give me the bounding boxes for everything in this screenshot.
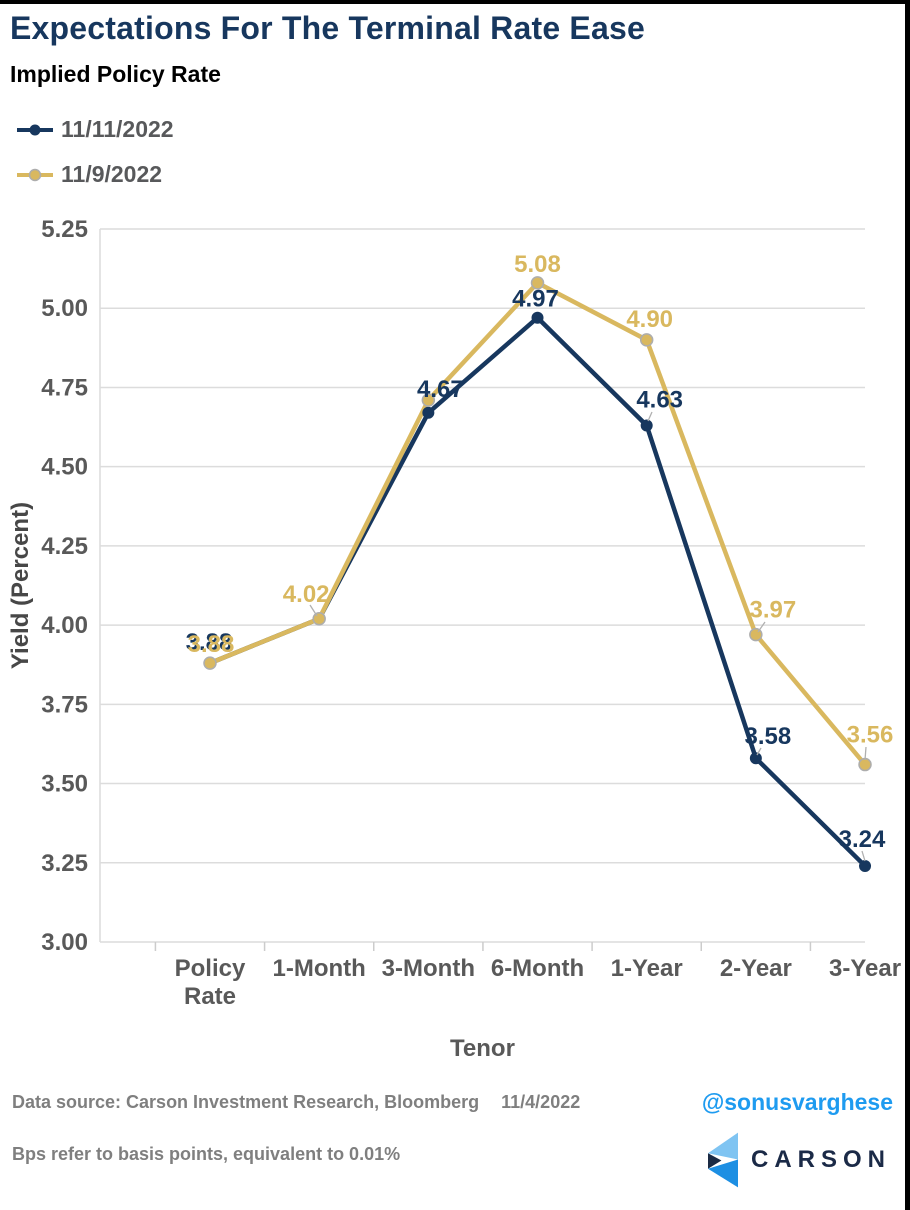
data-source-row: Data source: Carson Investment Research,… (12, 1092, 580, 1113)
legend-item-11-9-2022: 11/9/2022 (16, 161, 162, 188)
y-tick-label: 4.50 (41, 454, 88, 481)
x-category-label: 3-Month (382, 955, 475, 982)
label-leader-line (309, 604, 318, 617)
data-point-label: 5.08 (514, 251, 561, 278)
data-point-label: 4.97 (512, 286, 559, 313)
legend-label: 11/11/2022 (61, 116, 174, 142)
data-point-dot (640, 419, 653, 432)
x-category-label: 3-Year (829, 955, 901, 982)
y-tick-label: 4.00 (41, 612, 88, 639)
carson-logo: CARSON (707, 1132, 891, 1188)
data-source-date: 11/4/2022 (501, 1092, 581, 1112)
label-leader-line (757, 621, 766, 633)
x-category-label: Rate (184, 983, 236, 1010)
label-leader-line (864, 746, 867, 761)
y-tick-label: 3.50 (41, 771, 88, 798)
x-category-label: 6-Month (491, 955, 584, 982)
x-category-label: 2-Year (720, 955, 792, 982)
carson-logo-icon (707, 1132, 738, 1188)
label-leader-line (861, 850, 866, 862)
data-point-dot (421, 393, 436, 407)
legend-line-dot-icon (17, 168, 53, 181)
data-point-label: 3.88 (188, 631, 235, 658)
y-tick-label: 5.25 (41, 216, 88, 243)
data-point-label: 4.02 (283, 581, 330, 608)
legend-line-dot-icon (17, 124, 53, 135)
data-source-text: Data source: Carson Investment Research,… (12, 1092, 480, 1112)
y-tick-label: 4.25 (41, 533, 88, 560)
page-subtitle: Implied Policy Rate (10, 61, 221, 87)
legend-label: 11/9/2022 (61, 161, 163, 187)
data-point-label: 4.63 (636, 386, 683, 413)
y-tick-label: 5.00 (41, 295, 88, 322)
twitter-handle[interactable]: @sonusvarghese (701, 1089, 893, 1115)
data-point-label: 3.58 (744, 723, 791, 750)
chart-svg: 5.25 5.00 4.75 4.50 4.25 4.00 3.75 3.50 3.25 3.00… (7, 216, 901, 1062)
data-point-label: 4.67 (417, 376, 464, 403)
label-leader-line (647, 411, 653, 422)
y-tick-label: 4.75 (41, 374, 88, 401)
data-point-dot (749, 627, 763, 642)
data-point-dot (203, 656, 217, 670)
data-point-dot (530, 276, 545, 290)
data-point-dot (422, 406, 435, 419)
carson-logo-text: CARSON (750, 1146, 891, 1173)
page-title: Expectations For The Terminal Rate Ease (10, 10, 645, 46)
y-tick-label: 3.75 (41, 691, 88, 718)
data-point-dot (639, 333, 654, 347)
data-point-label: 3.24 (839, 826, 886, 853)
x-axis-title: Tenor (450, 1035, 515, 1062)
legend-item-11-11-2022: 11/11/2022 (16, 116, 174, 143)
label-leader-line (756, 747, 762, 756)
x-category-label: 1-Year (611, 955, 683, 982)
data-point-dot (531, 311, 544, 324)
footnote-text: Bps refer to basis points, equivalent to… (12, 1144, 401, 1164)
data-point-dot (312, 612, 326, 626)
y-tick-label: 3.00 (41, 929, 88, 956)
data-point-dot (859, 859, 872, 872)
data-point-dot (858, 757, 872, 772)
x-category-label: Policy (175, 955, 246, 982)
y-tick-label: 3.25 (41, 850, 88, 877)
series-line-11/9/2022 (207, 280, 868, 767)
data-point-label: 4.90 (626, 306, 673, 333)
x-category-label: 1-Month (273, 955, 366, 982)
y-axis-title: Yield (Percent) (7, 502, 34, 669)
data-point-label: 3.56 (847, 722, 894, 749)
data-point-label: 3.88 (186, 629, 233, 656)
data-point-label: 3.97 (749, 597, 796, 624)
data-point-dot (749, 752, 762, 765)
